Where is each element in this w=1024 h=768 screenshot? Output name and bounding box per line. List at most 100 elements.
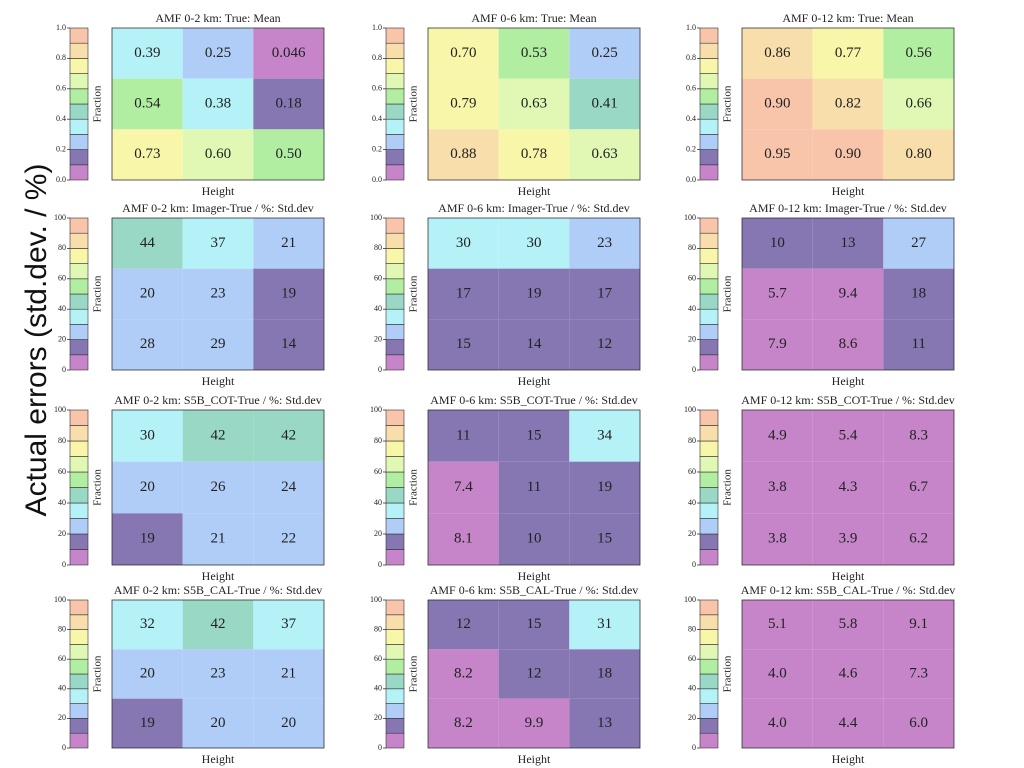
heatmap-frame — [111, 409, 325, 566]
heatmap-cell — [883, 319, 954, 370]
colorbar-segment — [69, 644, 89, 660]
heatmap-cell — [428, 513, 499, 565]
colorbar-tick-label: 100 — [370, 405, 382, 414]
colorbar-segment — [69, 425, 89, 442]
cell-label: 15 — [456, 336, 471, 352]
heatmap-cell — [253, 649, 324, 699]
colorbar-tick-label: 0 — [62, 743, 66, 752]
colorbar-label: Fraction — [722, 275, 734, 312]
heatmap-cell — [182, 129, 254, 180]
heatmap-cell — [812, 698, 884, 748]
colorbar-segment — [699, 232, 719, 249]
colorbar-segment — [69, 73, 89, 90]
colorbar-segment — [699, 248, 719, 264]
colorbar-tick-label: 0.6 — [372, 84, 382, 93]
colorbar-segment — [385, 278, 405, 295]
colorbar-segment — [385, 354, 405, 371]
colorbar-tick-label: 100 — [684, 213, 696, 222]
heatmap-cell — [883, 78, 954, 130]
colorbar-tick-label: 20 — [374, 529, 382, 538]
colorbar-tick-label: 60 — [58, 654, 66, 663]
heatmap-frame — [427, 599, 641, 749]
colorbar-segment — [699, 58, 719, 74]
cell-label: 0.66 — [906, 95, 933, 111]
heatmap-cell — [569, 78, 640, 130]
colorbar-segment — [69, 42, 89, 59]
cell-label: 0.82 — [835, 95, 861, 111]
heatmap-cell — [569, 698, 640, 748]
colorbar-segment — [69, 263, 89, 280]
colorbar-tick-label: 0.8 — [56, 53, 66, 62]
colorbar-label: Fraction — [722, 85, 734, 122]
cell-label: 19 — [140, 531, 155, 547]
cell-label: 0.63 — [521, 95, 547, 111]
colorbar-segment — [385, 688, 405, 704]
panel-title: AMF 0-2 km: Imager-True / %: Std.dev — [122, 201, 314, 215]
heatmap-cell — [112, 600, 183, 650]
cell-label: 28 — [140, 336, 155, 352]
heatmap-cell — [742, 268, 813, 320]
colorbar-tick-label: 100 — [684, 405, 696, 414]
colorbar-tick-label: 60 — [58, 467, 66, 476]
colorbar-tick-label: 20 — [374, 334, 382, 343]
heatmap-cell — [253, 513, 324, 565]
panel-title: AMF 0-2 km: S5B_CAL-True / %: Std.dev — [114, 583, 323, 597]
cell-label: 4.0 — [768, 665, 787, 681]
heatmap-frame — [111, 599, 325, 749]
cell-label: 27 — [911, 235, 927, 251]
colorbar-segment — [385, 703, 405, 719]
heatmap-cell — [182, 698, 254, 748]
heatmap-frame — [427, 217, 641, 371]
heatmap-cell — [742, 600, 813, 650]
cell-label: 3.9 — [839, 531, 858, 547]
colorbar-segment — [69, 456, 89, 473]
cell-label: 9.9 — [525, 715, 544, 731]
colorbar-segment — [699, 308, 719, 325]
cell-label: 0.70 — [450, 45, 476, 61]
heatmap-cell — [112, 78, 183, 130]
heatmap-cell — [182, 28, 254, 79]
colorbar-segment — [69, 703, 89, 719]
cell-label: 14 — [527, 336, 543, 352]
heatmap-cell — [883, 600, 954, 650]
colorbar-segment — [699, 278, 719, 295]
heatmap-cell — [569, 600, 640, 650]
colorbar-tick-label: 80 — [58, 243, 66, 252]
colorbar-segment — [385, 440, 405, 457]
colorbar-segment — [69, 217, 89, 234]
colorbar-tick-label: 100 — [54, 595, 66, 604]
heatmap-frame — [427, 409, 641, 566]
colorbar-tick-label: 0.6 — [686, 84, 696, 93]
cell-label: 10 — [770, 235, 785, 251]
colorbar-segment — [699, 614, 719, 630]
panel-title: AMF 0-6 km: True: Mean — [471, 11, 596, 25]
colorbar-tick-label: 80 — [58, 624, 66, 633]
colorbar-segment — [69, 324, 89, 340]
heatmap-cell — [112, 268, 183, 320]
colorbar-tick-label: 60 — [688, 654, 696, 663]
heatmap-cell — [883, 28, 954, 79]
cell-label: 9.1 — [909, 616, 928, 632]
colorbar-segment — [699, 599, 719, 616]
cell-label: 4.6 — [839, 665, 858, 681]
heatmap-cell — [112, 698, 183, 748]
cell-label: 30 — [527, 235, 542, 251]
colorbar-segment — [69, 293, 89, 310]
colorbar-segment — [699, 471, 719, 488]
colorbar-segment — [69, 533, 89, 550]
heatmap-cell — [812, 513, 884, 565]
cell-label: 17 — [456, 285, 472, 301]
colorbar-tick-label: 0.2 — [686, 144, 696, 153]
cell-label: 4.0 — [768, 715, 787, 731]
colorbar-tick-label: 0.0 — [56, 175, 66, 184]
colorbar-tick-label: 100 — [54, 213, 66, 222]
cell-label: 0.73 — [134, 146, 160, 162]
colorbar-segment — [69, 718, 89, 734]
colorbar-tick-label: 60 — [688, 274, 696, 283]
colorbar-segment — [385, 629, 405, 645]
heatmap-cell — [883, 218, 954, 269]
heatmap-cell — [498, 129, 570, 180]
colorbar-segment — [69, 27, 89, 44]
cell-label: 0.046 — [272, 45, 306, 61]
